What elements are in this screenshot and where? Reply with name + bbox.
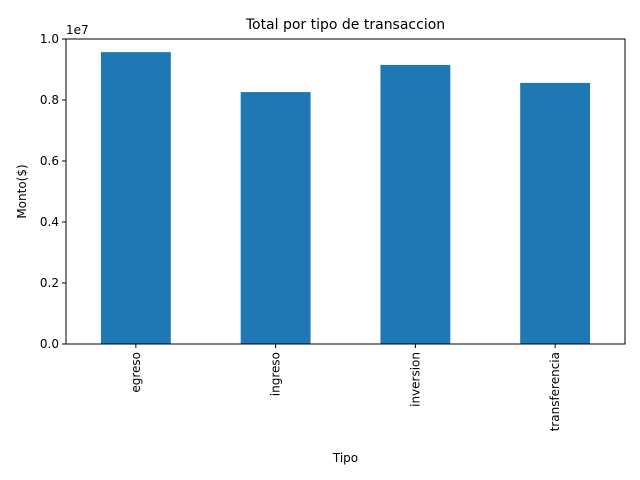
bar-egreso <box>100 52 171 345</box>
x-tick-label-transferencia: transferencia <box>548 352 562 431</box>
x-axis: egreso ingreso inversion transferencia <box>129 344 562 431</box>
chart-title: Total por tipo de transaccion <box>245 17 445 33</box>
bar-inversion <box>380 64 451 345</box>
x-tick-label-egreso: egreso <box>129 352 143 393</box>
y-tick-label: 0.6 <box>40 154 59 168</box>
y-axis: 0.0 0.2 0.4 0.6 0.8 1.0 <box>40 32 66 351</box>
x-axis-label: Tipo <box>332 451 358 465</box>
axes-frame <box>65 38 626 345</box>
y-tick-label: 0.2 <box>40 276 59 290</box>
y-tick-label: 0.4 <box>40 215 59 229</box>
bar-ingreso <box>240 92 311 344</box>
bars-group <box>100 52 591 345</box>
y-axis-label: Monto($) <box>15 164 29 218</box>
y-tick-label: 0.8 <box>40 93 59 107</box>
y-tick-label: 0.0 <box>40 337 59 351</box>
y-tick-label: 1.0 <box>40 32 59 46</box>
x-tick-label-ingreso: ingreso <box>269 352 283 396</box>
bar-transferencia <box>520 82 591 345</box>
x-tick-label-inversion: inversion <box>408 352 422 407</box>
y-offset-label: 1e7 <box>66 23 89 37</box>
